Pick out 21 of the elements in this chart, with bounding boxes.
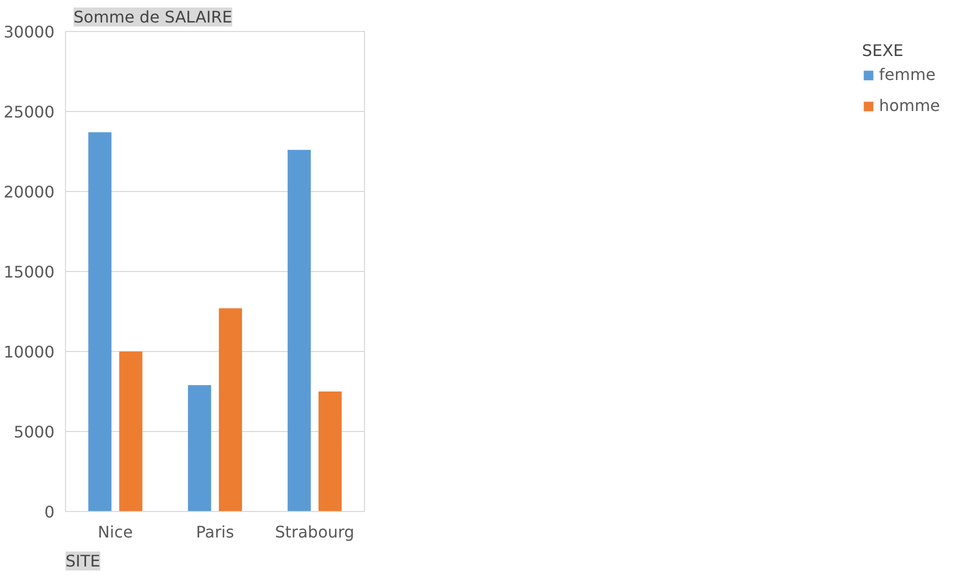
x-tick-label: Strabourg (274, 522, 354, 542)
bar (218, 308, 242, 512)
y-tick-label: 20000 (4, 182, 55, 202)
bar (88, 132, 112, 512)
x-tick-label: Paris (196, 522, 234, 542)
y-axis-title: Somme de SALAIRE (74, 8, 232, 26)
legend-label: femme (879, 65, 936, 84)
x-tick-label: Nice (98, 522, 133, 542)
y-tick-label: 0 (44, 502, 55, 522)
bar (119, 352, 142, 512)
y-tick-label: 15000 (4, 262, 55, 282)
y-tick-label: 25000 (4, 102, 55, 122)
y-tick-label: 30000 (4, 22, 55, 42)
legend-title: SEXE (862, 41, 904, 60)
bar (318, 392, 342, 512)
bar (188, 385, 212, 512)
legend-label: homme (879, 96, 940, 115)
x-axis-title: SITE (66, 552, 100, 570)
y-tick-label: 5000 (14, 422, 54, 442)
bar (288, 150, 311, 512)
y-tick-label: 10000 (4, 342, 55, 362)
